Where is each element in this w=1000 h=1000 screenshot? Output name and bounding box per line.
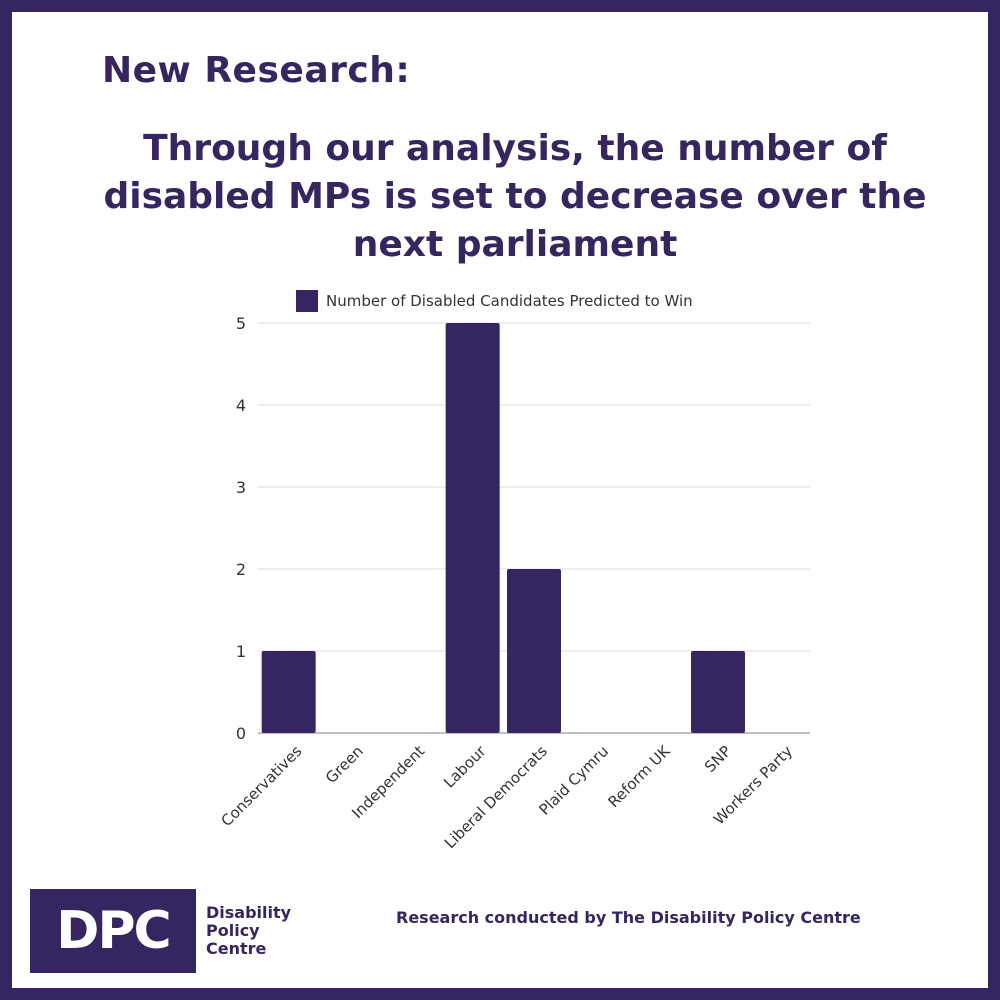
- x-tick-label: Conservatives: [218, 742, 306, 830]
- legend: Number of Disabled Candidates Predicted …: [296, 290, 693, 312]
- page-title: New Research:: [102, 50, 411, 91]
- bar-conservatives: [261, 651, 316, 733]
- x-tick-label: SNP: [701, 742, 735, 776]
- headline-line-3: next parliament: [352, 224, 678, 265]
- y-tick-label: 3: [236, 478, 246, 497]
- logo-name-line-2: Policy: [206, 921, 260, 940]
- y-tick-label: 2: [236, 560, 246, 579]
- x-tick-label: Reform UK: [605, 741, 675, 811]
- headline: Through our analysis, the number of disa…: [60, 125, 970, 269]
- headline-line-2: disabled MPs is set to decrease over the: [103, 176, 927, 217]
- legend-swatch: [296, 290, 318, 312]
- y-tick-label: 5: [236, 314, 246, 333]
- y-tick-label: 1: [236, 642, 246, 661]
- poster-frame: [12, 12, 988, 988]
- y-tick-label: 0: [236, 724, 246, 743]
- logo-name-line-3: Centre: [206, 939, 267, 958]
- logo-name: Disability Policy Centre: [206, 904, 316, 958]
- legend-label: Number of Disabled Candidates Predicted …: [326, 292, 693, 310]
- logo-name-line-1: Disability: [206, 903, 292, 922]
- bar-liberal-democrats: [507, 569, 561, 733]
- y-axis-ticks: 0 1 2 3 4 5: [236, 314, 246, 743]
- x-tick-label: Labour: [440, 742, 490, 792]
- bar-snp: [691, 651, 745, 733]
- bars: [261, 323, 745, 733]
- headline-line-1: Through our analysis, the number of: [143, 128, 887, 169]
- x-tick-label: Green: [322, 742, 367, 787]
- research-credit: Research conducted by The Disability Pol…: [396, 908, 861, 927]
- x-tick-label: Liberal Democrats: [441, 742, 551, 852]
- bar-labour: [445, 323, 500, 733]
- y-tick-label: 4: [236, 396, 246, 415]
- dpc-logo: DPC: [30, 889, 196, 973]
